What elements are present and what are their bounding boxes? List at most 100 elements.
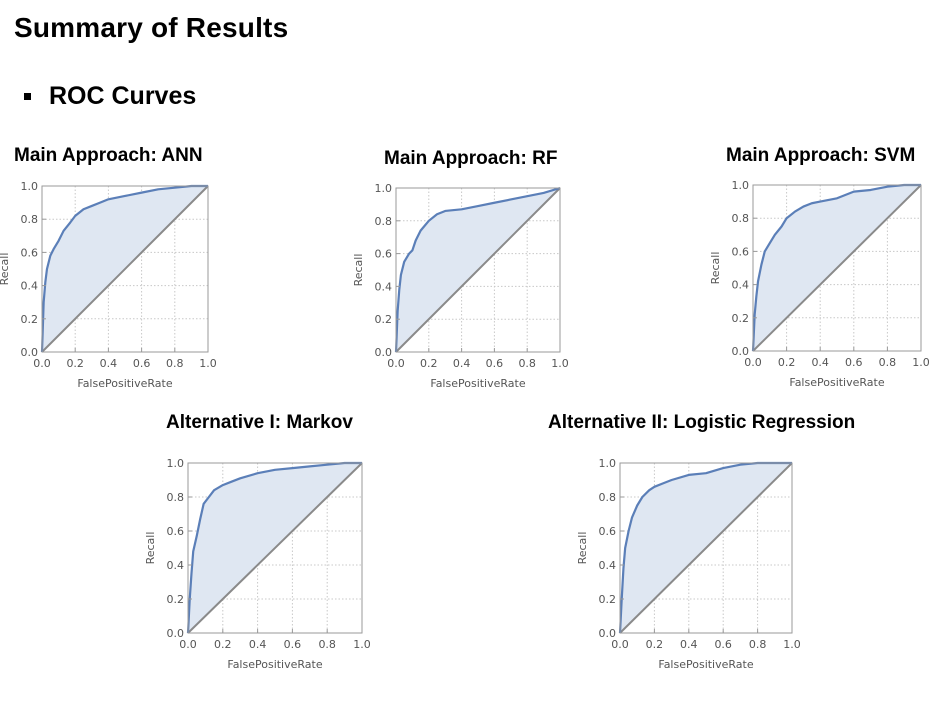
square-bullet-icon xyxy=(24,93,31,100)
chart-title: Alternative II: Logistic Regression xyxy=(548,412,856,433)
x-tick-label: 0.2 xyxy=(214,638,232,651)
x-tick-label: 1.0 xyxy=(551,357,569,370)
chart-title: Main Approach: RF xyxy=(384,148,558,169)
y-axis-label: Recall xyxy=(144,532,157,565)
roc-curve xyxy=(751,183,921,352)
x-tick-label: 0.0 xyxy=(611,638,629,651)
roc-curve xyxy=(40,184,208,353)
x-tick-label: 1.0 xyxy=(199,357,217,370)
roc-plot: 0.0 0.2 0.4 0.6 0.8 1.0 0.0 0.2 0.4 0.6 0.8 1.0 Fals… xyxy=(144,457,371,671)
roc-chart-logistic-regression: Alternative II: Logistic Regression 0.0 0… xyxy=(540,412,880,687)
y-tick-label: 0.4 xyxy=(167,559,185,572)
x-tick-label: 0.4 xyxy=(680,638,698,651)
plot-frame xyxy=(187,462,363,634)
y-tick-label: 0.0 xyxy=(21,346,39,359)
y-tick-label: 0.6 xyxy=(167,525,185,538)
x-tick-label: 0.4 xyxy=(249,638,266,651)
y-tick-label: 0.8 xyxy=(167,491,185,504)
x-tick-label: 0.4 xyxy=(453,357,471,370)
roc-plot: 0.0 0.2 0.4 0.6 0.8 1.0 0.0 0.2 0.4 0.6 0.8 1.0 Fals… xyxy=(0,180,217,390)
slide-title: Summary of Results xyxy=(14,12,289,43)
y-tick-label: 0.6 xyxy=(732,245,750,258)
roc-curve xyxy=(618,461,792,634)
diagonal-line xyxy=(395,187,561,353)
x-axis-label: FalsePositiveRate xyxy=(227,658,322,671)
roc-chart-rf: Main Approach: RF 0.0 0.2 0.4 0.6 0.8 1.0 0.0 0… xyxy=(350,145,580,400)
x-tick-label: 0.0 xyxy=(744,356,762,369)
y-axis-label: Recall xyxy=(352,254,365,287)
chart-title: Main Approach: ANN xyxy=(14,145,203,166)
x-tick-label: 0.2 xyxy=(420,357,438,370)
y-tick-label: 0.8 xyxy=(375,215,393,228)
y-tick-label: 0.2 xyxy=(732,312,750,325)
chart-title: Main Approach: SVM xyxy=(726,145,916,166)
y-tick-label: 1.0 xyxy=(732,179,750,192)
x-tick-label: 0.4 xyxy=(100,357,118,370)
y-tick-label: 0.8 xyxy=(732,212,750,225)
roc-plot: 0.0 0.2 0.4 0.6 0.8 1.0 0.0 0.2 0.4 0.6 0.8 1.0 Fals… xyxy=(576,457,801,671)
y-tick-label: 1.0 xyxy=(375,182,393,195)
plot-frame xyxy=(41,185,209,353)
x-tick-label: 0.6 xyxy=(284,638,302,651)
diagonal-line xyxy=(187,462,363,634)
roc-plot: 0.0 0.2 0.4 0.6 0.8 1.0 0.0 0.2 0.4 0.6 0.8 1.0 Fals… xyxy=(709,179,930,389)
chart-title: Alternative I: Markov xyxy=(166,412,353,433)
y-tick-label: 0.4 xyxy=(599,559,617,572)
y-tick-label: 0.8 xyxy=(599,491,617,504)
roc-curve xyxy=(186,461,362,634)
y-tick-label: 0.8 xyxy=(21,213,39,226)
y-tick-label: 0.0 xyxy=(167,627,185,640)
x-tick-label: 1.0 xyxy=(783,638,801,651)
bullet-item: ROC Curves xyxy=(24,82,196,111)
x-tick-label: 0.2 xyxy=(66,357,84,370)
y-tick-label: 0.6 xyxy=(375,248,393,261)
y-tick-label: 0.2 xyxy=(167,593,185,606)
y-axis-label: Recall xyxy=(576,532,589,565)
x-tick-label: 0.6 xyxy=(714,638,732,651)
plot-frame xyxy=(752,184,922,352)
x-tick-label: 0.0 xyxy=(33,357,51,370)
y-tick-label: 0.4 xyxy=(732,279,750,292)
y-tick-label: 0.6 xyxy=(599,525,617,538)
x-tick-label: 0.8 xyxy=(518,357,536,370)
x-tick-label: 0.2 xyxy=(778,356,796,369)
x-tick-label: 0.2 xyxy=(646,638,664,651)
roc-chart-markov: Alternative I: Markov 0.0 0.2 0.4 0.6 0.8 1.0… xyxy=(140,412,380,687)
x-tick-label: 0.0 xyxy=(387,357,405,370)
x-axis-label: FalsePositiveRate xyxy=(77,377,172,390)
x-tick-label: 0.6 xyxy=(133,357,151,370)
x-tick-label: 0.8 xyxy=(749,638,767,651)
x-axis-label: FalsePositiveRate xyxy=(789,376,884,389)
diagonal-line xyxy=(752,184,922,352)
y-tick-label: 0.4 xyxy=(21,280,39,293)
roc-curve xyxy=(394,186,561,353)
roc-chart-ann: Main Approach: ANN 0.0 0.2 0.4 0.6 0.8 1.0 0.0… xyxy=(0,145,230,400)
x-tick-label: 1.0 xyxy=(912,356,930,369)
y-tick-label: 0.4 xyxy=(375,280,393,293)
y-tick-label: 0.2 xyxy=(375,313,393,326)
roc-chart-svm: Main Approach: SVM 0.0 0.2 0.4 0.6 0.8 1.0 0.0… xyxy=(705,145,945,400)
x-tick-label: 0.8 xyxy=(879,356,897,369)
diagonal-line xyxy=(41,185,209,353)
y-tick-label: 0.0 xyxy=(375,346,393,359)
y-tick-label: 0.6 xyxy=(21,246,39,259)
x-axis-label: FalsePositiveRate xyxy=(430,377,525,390)
x-tick-label: 0.0 xyxy=(179,638,197,651)
x-axis-label: FalsePositiveRate xyxy=(658,658,753,671)
y-axis-label: Recall xyxy=(709,252,722,285)
x-tick-label: 0.8 xyxy=(166,357,184,370)
x-tick-label: 0.6 xyxy=(486,357,504,370)
plot-frame xyxy=(395,187,561,353)
x-tick-label: 1.0 xyxy=(353,638,371,651)
x-tick-label: 0.8 xyxy=(318,638,336,651)
y-tick-label: 0.2 xyxy=(21,313,39,326)
y-tick-label: 0.2 xyxy=(599,593,617,606)
roc-plot: 0.0 0.2 0.4 0.6 0.8 1.0 0.0 0.2 0.4 0.6 0.8 1.0 Fals… xyxy=(352,182,569,390)
y-tick-label: 1.0 xyxy=(167,457,185,470)
plot-frame xyxy=(619,462,793,634)
x-tick-label: 0.6 xyxy=(845,356,863,369)
x-tick-label: 0.4 xyxy=(811,356,829,369)
y-tick-label: 0.0 xyxy=(599,627,617,640)
diagonal-line xyxy=(619,462,793,634)
bullet-label: ROC Curves xyxy=(49,82,197,110)
